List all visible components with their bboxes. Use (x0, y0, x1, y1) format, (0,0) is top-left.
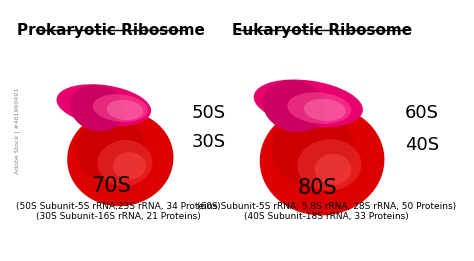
Text: 80S: 80S (298, 178, 337, 198)
Ellipse shape (287, 92, 351, 124)
Ellipse shape (113, 152, 146, 180)
Text: 40S: 40S (405, 136, 439, 154)
Text: 30S: 30S (192, 133, 226, 151)
Text: (30S Subunit-16S rRNA, 21 Proteins): (30S Subunit-16S rRNA, 21 Proteins) (36, 212, 201, 221)
Text: (50S Subunit-5S rRNA,23S rRNA, 34 Proteins): (50S Subunit-5S rRNA,23S rRNA, 34 Protei… (16, 203, 221, 211)
Text: (60S Subunit-5S rRNA, 5.8S rRNA, 28S rRNA, 50 Proteins): (60S Subunit-5S rRNA, 5.8S rRNA, 28S rRN… (197, 203, 456, 211)
Ellipse shape (304, 99, 346, 121)
Ellipse shape (67, 111, 173, 206)
Ellipse shape (97, 140, 153, 186)
Ellipse shape (76, 117, 146, 181)
Text: 50S: 50S (192, 104, 226, 122)
Text: Prokaryotic Ribosome: Prokaryotic Ribosome (17, 23, 205, 38)
Ellipse shape (107, 100, 143, 120)
Ellipse shape (272, 112, 354, 186)
Ellipse shape (315, 154, 351, 185)
Ellipse shape (56, 84, 151, 126)
Text: Adobe Stock | #461960491: Adobe Stock | #461960491 (15, 88, 20, 174)
Ellipse shape (297, 139, 362, 191)
Ellipse shape (260, 105, 384, 215)
Text: Eukaryotic Ribosome: Eukaryotic Ribosome (232, 23, 412, 38)
Ellipse shape (263, 80, 326, 132)
Text: 70S: 70S (91, 176, 131, 196)
Ellipse shape (254, 80, 363, 127)
Text: 60S: 60S (405, 104, 438, 122)
Ellipse shape (93, 94, 148, 122)
Text: (40S Subunit-18S rRNA, 33 Proteins): (40S Subunit-18S rRNA, 33 Proteins) (244, 212, 409, 221)
Ellipse shape (70, 85, 125, 131)
